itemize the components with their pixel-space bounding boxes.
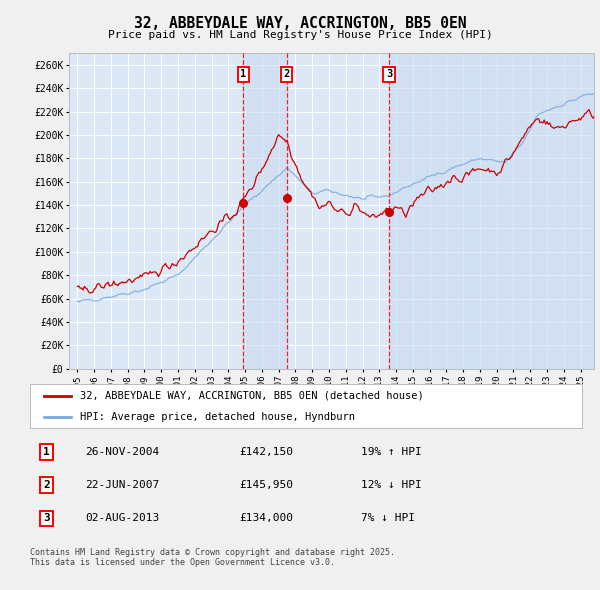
Text: 32, ABBEYDALE WAY, ACCRINGTON, BB5 0EN: 32, ABBEYDALE WAY, ACCRINGTON, BB5 0EN [134,16,466,31]
Text: Contains HM Land Registry data © Crown copyright and database right 2025.
This d: Contains HM Land Registry data © Crown c… [30,548,395,567]
Text: £145,950: £145,950 [240,480,294,490]
Text: 1: 1 [241,69,247,79]
Bar [389,53,594,369]
Text: 19% ↑ HPI: 19% ↑ HPI [361,447,422,457]
Text: 22-JUN-2007: 22-JUN-2007 [85,480,160,490]
Text: 7% ↓ HPI: 7% ↓ HPI [361,513,415,523]
Text: 12% ↓ HPI: 12% ↓ HPI [361,480,422,490]
Text: £134,000: £134,000 [240,513,294,523]
Text: 32, ABBEYDALE WAY, ACCRINGTON, BB5 0EN (detached house): 32, ABBEYDALE WAY, ACCRINGTON, BB5 0EN (… [80,391,424,401]
Text: 26-NOV-2004: 26-NOV-2004 [85,447,160,457]
Text: £142,150: £142,150 [240,447,294,457]
Text: 3: 3 [43,513,50,523]
Text: Price paid vs. HM Land Registry's House Price Index (HPI): Price paid vs. HM Land Registry's House … [107,31,493,40]
Text: HPI: Average price, detached house, Hyndburn: HPI: Average price, detached house, Hynd… [80,412,355,422]
Text: 3: 3 [386,69,392,79]
Text: 2: 2 [43,480,50,490]
Text: 2: 2 [283,69,290,79]
Bar [244,53,287,369]
Text: 1: 1 [43,447,50,457]
Text: 02-AUG-2013: 02-AUG-2013 [85,513,160,523]
